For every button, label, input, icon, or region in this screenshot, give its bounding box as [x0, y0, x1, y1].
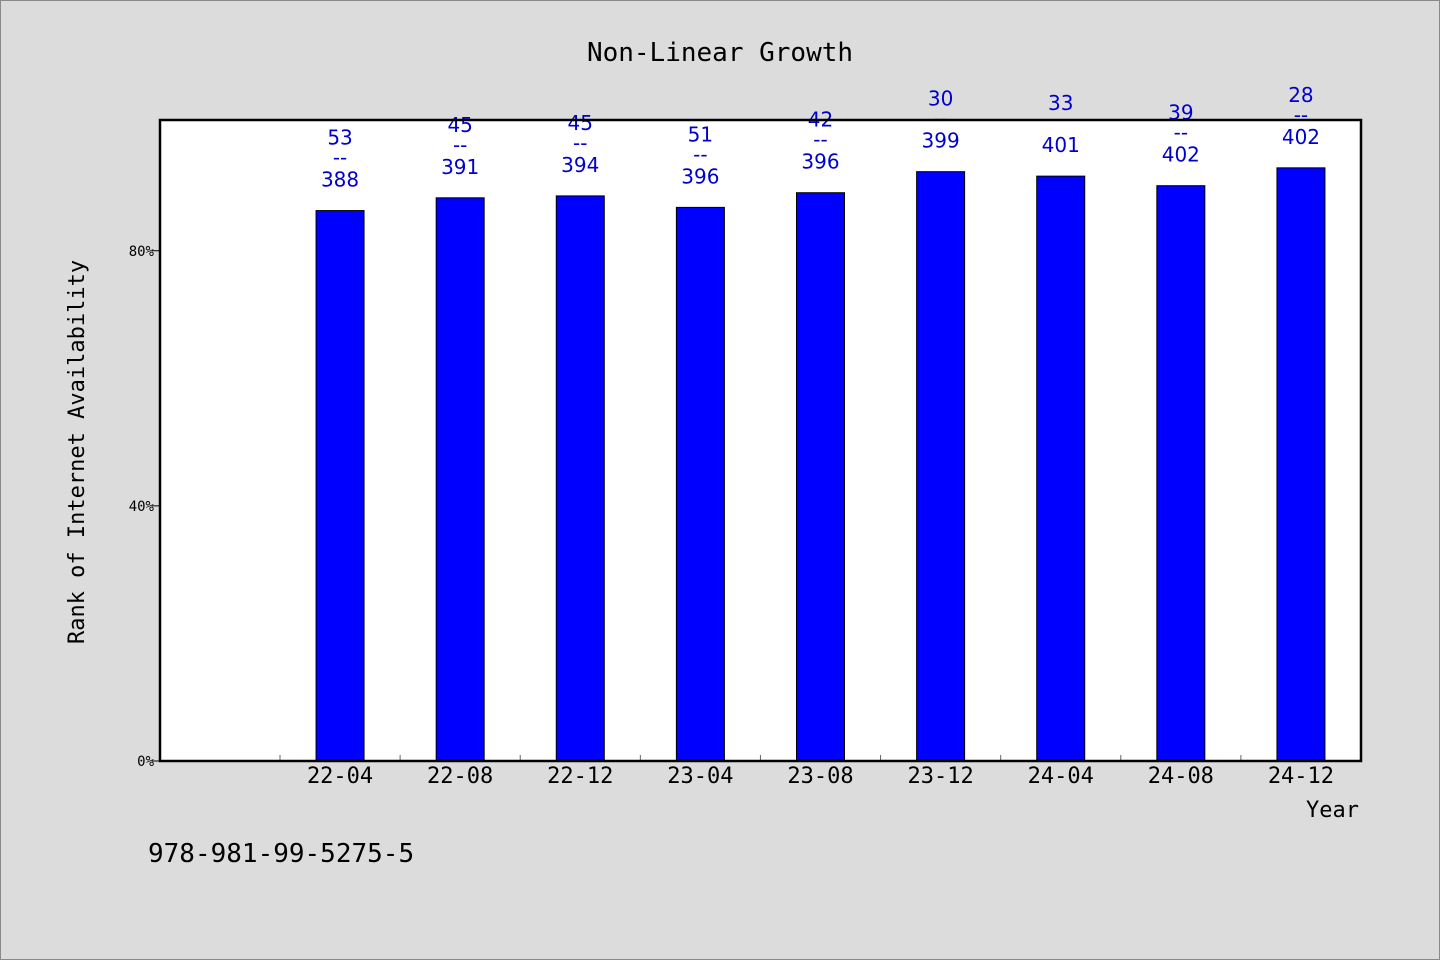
- y-axis-title: Rank of Internet Availability: [65, 260, 90, 644]
- x-tick-label: 23-04: [667, 764, 733, 789]
- bar-22-08: [435, 197, 485, 762]
- x-tick-label: 22-08: [427, 764, 493, 789]
- data-label-bottom: 391: [441, 155, 479, 179]
- data-label-separator: --: [333, 146, 347, 170]
- data-label-separator: --: [813, 128, 827, 152]
- x-tick-label: 22-04: [307, 764, 373, 789]
- data-label-bottom: 396: [681, 164, 719, 188]
- bar-23-04: [675, 206, 725, 762]
- bar-22-12: [555, 195, 605, 762]
- data-label-separator: --: [933, 107, 947, 131]
- bar-24-08: [1156, 185, 1206, 762]
- x-tick-label: 24-08: [1148, 764, 1214, 789]
- data-label-bottom: 388: [321, 168, 359, 192]
- bar-23-12: [916, 171, 966, 762]
- bar-24-04: [1036, 175, 1086, 762]
- bars-layer: [315, 167, 1326, 762]
- y-axis-ticks: 0% 40% 80%: [129, 244, 160, 770]
- footnote-isbn: 978-981-99-5275-5: [148, 839, 414, 869]
- bar-22-04: [315, 210, 365, 762]
- data-label-top: 51: [688, 122, 713, 146]
- data-label-separator: --: [1174, 121, 1188, 145]
- data-label-bottom: 401: [1042, 133, 1080, 157]
- data-label-bottom: 396: [801, 150, 839, 174]
- x-tick-label: 22-12: [547, 764, 613, 789]
- x-tick-label: 24-12: [1268, 764, 1334, 789]
- x-axis-ticks: 22-04 22-08 22-12 23-04 23-08 23-12 24-04 24-08…: [279, 755, 1334, 789]
- data-label-top: 45: [568, 111, 593, 135]
- x-tick-label: 24-04: [1028, 764, 1094, 789]
- bar-23-08: [796, 192, 845, 762]
- data-label-bottom: 402: [1282, 125, 1320, 149]
- data-label-separator: --: [1294, 103, 1308, 127]
- plot-border: [158, 118, 1363, 763]
- x-axis-title: Year: [1306, 798, 1359, 823]
- data-label-top: 28: [1288, 83, 1313, 107]
- x-tick-label: 23-12: [907, 764, 973, 789]
- data-label-separator: --: [573, 131, 587, 155]
- data-label-top: 53: [327, 126, 352, 150]
- x-tick-label: 23-08: [787, 764, 853, 789]
- data-label-bottom: 402: [1162, 143, 1200, 167]
- data-label-bottom: 394: [561, 153, 599, 177]
- data-label-separator: --: [693, 142, 707, 166]
- chart-title: Non-Linear Growth: [587, 38, 853, 68]
- bar-24-12: [1276, 167, 1326, 762]
- data-label-top: 30: [928, 87, 953, 111]
- y-tick-label: 40%: [129, 499, 155, 515]
- y-tick-label: 0%: [137, 754, 154, 770]
- data-label-top: 45: [447, 113, 472, 137]
- data-label-separator: --: [453, 133, 467, 157]
- data-label-bottom: 399: [922, 129, 960, 153]
- y-tick-label: 80%: [129, 244, 155, 260]
- data-label-top: 33: [1048, 91, 1073, 115]
